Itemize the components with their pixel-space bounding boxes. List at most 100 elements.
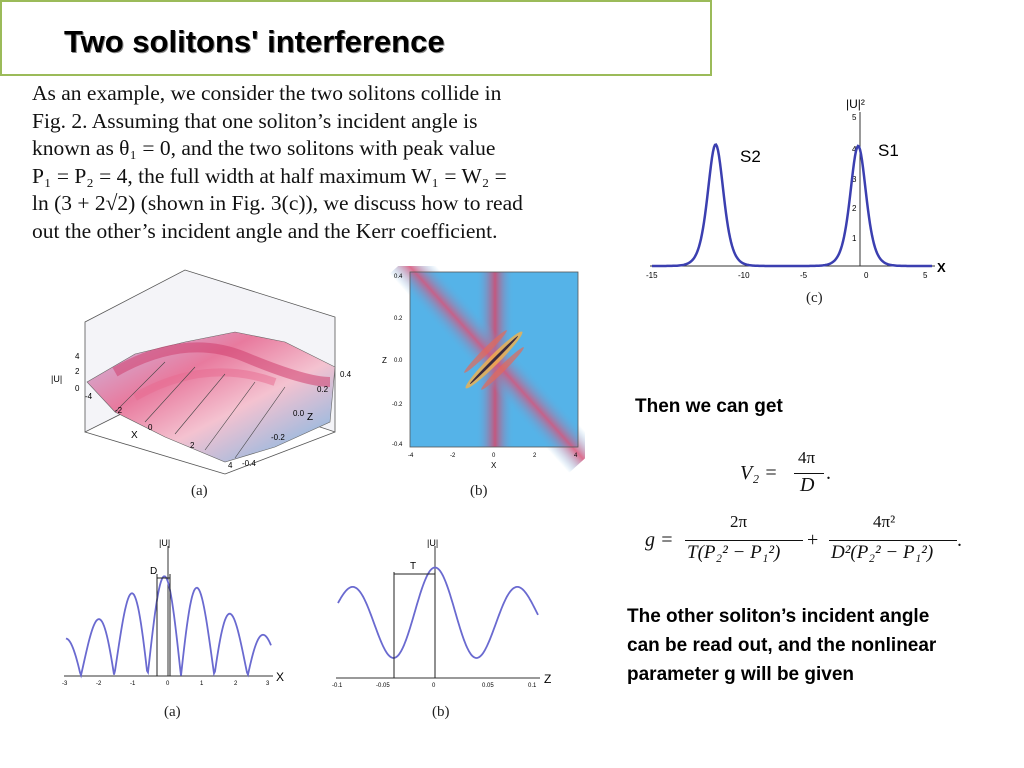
profile-curve	[337, 566, 539, 659]
y-axis-label: |U|	[159, 538, 170, 548]
y-axis-label: |U|²	[846, 97, 865, 111]
v2-period: .	[826, 462, 831, 484]
then-we-can-get: Then we can get	[635, 396, 783, 417]
x-axis-label: X	[276, 670, 284, 684]
figure-c-plot: |U|² X -15 -10 -5 0 5 5 4 3 2 1 S2 S1	[646, 97, 946, 280]
tick-label: -1	[130, 681, 136, 687]
mesh-lines	[114, 361, 286, 459]
conclusion-line: The other soliton’s incident angle	[627, 606, 930, 627]
tick-label: 0.05	[482, 683, 494, 689]
d-marker-label: D	[150, 566, 157, 577]
tick-label: 0	[492, 453, 496, 459]
map-frame	[409, 271, 579, 448]
paper-paragraph: As an example, we consider the two solit…	[32, 80, 624, 245]
tick-label: 0.4	[394, 274, 403, 280]
tick-label: 4	[574, 453, 578, 459]
tick-label: 0.0	[394, 358, 403, 364]
s2-label: S2	[740, 147, 761, 166]
g-term2-numerator: 4π²	[873, 512, 896, 531]
caption-c: (c)	[806, 290, 823, 306]
paragraph-line: Fig. 2. Assuming that one soliton’s inci…	[32, 108, 478, 133]
tick-label: -4	[408, 453, 414, 459]
v2-lhs: V₂ =	[740, 462, 778, 484]
paragraph-line: known as θ₁ = 0, and the two solitons wi…	[32, 136, 496, 160]
surface-ridge	[133, 368, 277, 401]
s1-label: S1	[878, 141, 899, 160]
u-axis-label: |U|	[51, 374, 62, 384]
tick-label: -0.05	[376, 683, 390, 689]
tick-label: 0.0	[293, 409, 305, 418]
tick-label: -4	[85, 392, 93, 401]
figure-b-density-map: Z 0.4 0.2 0.0 -0.2 -0.4 -4 -2 0 2 4 X	[382, 266, 585, 473]
tick-label: 5	[852, 113, 857, 122]
paragraph-line: As an example, we consider the two solit…	[32, 81, 502, 105]
g-lhs: g =	[645, 529, 674, 551]
y-axis-label: |U|	[427, 538, 438, 548]
box-edge	[224, 431, 336, 475]
tick-label: 1	[200, 681, 204, 687]
interference-fringe	[481, 347, 524, 390]
fraction-bar	[829, 540, 957, 541]
figure-a-surface: |U| 4 2 0 -4 -2 0 2 4 X 0.4 0.2 0.0 -0.2…	[51, 269, 352, 475]
tick-label: -0.1	[332, 683, 343, 689]
z-axis-label: Z	[307, 412, 313, 423]
v2-numerator: 4π	[798, 448, 816, 467]
g-period: .	[957, 529, 962, 551]
caption-a-bottom: (a)	[164, 704, 181, 720]
tick-label: -2	[115, 406, 123, 415]
caption-b-top: (b)	[470, 483, 488, 499]
x-axis-label: X	[491, 461, 497, 470]
x-axis-label: Z	[544, 672, 551, 686]
v2-denominator: D	[800, 474, 815, 496]
figure-a-bottom-plot: |U| X D -3 -2 -1 0 1 2 3	[62, 538, 284, 687]
t-marker-label: T	[410, 561, 416, 572]
g-term1-numerator: 2π	[730, 512, 748, 531]
interference-fringe	[464, 330, 507, 373]
tick-label: 0.1	[528, 683, 537, 689]
title-box: Two solitons' interference	[0, 0, 712, 76]
tick-label: -15	[646, 271, 658, 280]
figure-b-bottom-plot: |U| Z T -0.1 -0.05 0 0.05 0.1	[332, 538, 551, 689]
fraction-bar	[685, 540, 803, 541]
tick-label: 0.4	[340, 370, 352, 379]
tick-label: -5	[800, 271, 808, 280]
tick-label: 2	[533, 453, 537, 459]
caption-b-bottom: (b)	[432, 704, 450, 720]
tick-label: 2	[190, 441, 195, 450]
g-plus: +	[807, 529, 819, 551]
soliton-curve	[652, 143, 932, 268]
g-term1-denominator: T(P₂² − P₁²)	[687, 542, 781, 563]
tick-label: 0	[166, 681, 170, 687]
conclusion-text: The other soliton’s incident angle can b…	[627, 602, 1017, 689]
tick-label: -3	[62, 681, 68, 687]
z-axis-label: Z	[382, 356, 387, 365]
tick-label: 4	[228, 461, 233, 470]
tick-label: -2	[96, 681, 102, 687]
paragraph-line: P₁ = P₂ = 4, the full width at half maxi…	[32, 163, 507, 188]
tick-label: 4	[852, 145, 857, 154]
tick-label: 0.2	[394, 316, 403, 322]
paragraph-line: out the other’s incident angle and the K…	[32, 218, 498, 243]
tick-label: 0	[75, 384, 80, 393]
conclusion-line: parameter g will be given	[627, 664, 855, 685]
g-term2-denominator: D²(P₂² − P₁²)	[831, 542, 934, 563]
tick-label: -0.2	[271, 433, 285, 442]
tick-label: -10	[738, 271, 750, 280]
interference-curve	[65, 575, 272, 679]
box-edge	[84, 431, 226, 475]
tick-label: -0.4	[242, 459, 256, 468]
tick-label: 3	[852, 175, 857, 184]
equation-g: g = 2π T(P₂² − P₁²) + 4π² D²(P₂² − P₁²) …	[645, 512, 975, 572]
tick-label: -0.4	[392, 442, 403, 448]
interference-fringe	[469, 335, 519, 385]
tick-label: 4	[75, 352, 80, 361]
tick-label: 2	[852, 204, 857, 213]
tick-label: 0	[864, 271, 869, 280]
equation-v2: V₂ = 4π D .	[740, 448, 860, 500]
tick-label: 2	[75, 367, 80, 376]
tick-label: 0.2	[317, 385, 329, 394]
surface-ridge	[112, 342, 331, 387]
tick-label: -2	[450, 453, 456, 459]
caption-a-top: (a)	[191, 483, 208, 499]
tick-label: 3	[266, 681, 270, 687]
